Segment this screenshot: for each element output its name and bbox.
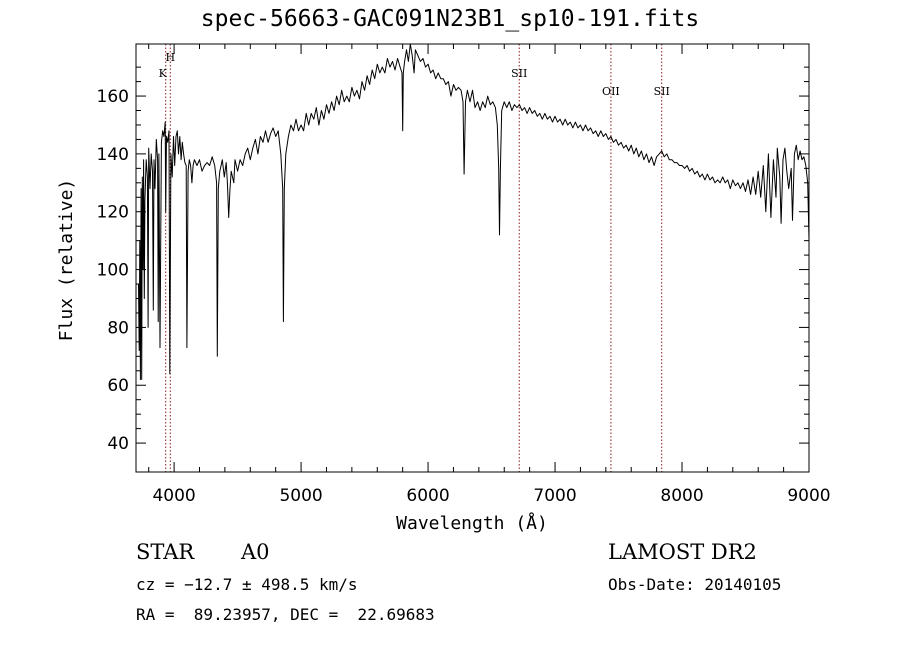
spectral-line-label: SII — [654, 85, 670, 98]
object-subclass: A0 — [241, 540, 270, 564]
y-tick-label: 100 — [97, 261, 129, 281]
spectral-line-markers — [165, 44, 663, 472]
x-tick-label: 5000 — [279, 486, 322, 506]
y-tick-labels: 40 60 80 100 120 140 160 — [97, 87, 129, 454]
y-tick-label: 80 — [107, 318, 129, 338]
spectrum-line — [138, 43, 810, 380]
plot-frame — [135, 43, 810, 473]
spectral-line-label: H — [165, 51, 175, 64]
y-tick-label: 60 — [107, 376, 129, 396]
y-tick-label: 120 — [97, 203, 129, 223]
axis-ticks — [136, 44, 810, 472]
spectral-line-labels: HK SII OII SII — [159, 51, 670, 98]
x-tick-label: 4000 — [152, 486, 195, 506]
survey-name: LAMOST DR2 — [608, 540, 757, 564]
spectral-line-label: K — [159, 67, 168, 80]
x-tick-labels: 4000 5000 6000 7000 8000 9000 — [152, 486, 830, 506]
x-tick-label: 8000 — [660, 486, 703, 506]
y-tick-label: 160 — [97, 87, 129, 107]
spectral-line-label: OII — [602, 85, 620, 98]
observation-date: Obs-Date: 20140105 — [608, 575, 782, 594]
x-tick-label: 7000 — [533, 486, 576, 506]
y-tick-label: 40 — [107, 434, 129, 454]
object-class: STAR — [136, 540, 195, 564]
y-tick-label: 140 — [97, 145, 129, 165]
coordinates: RA = 89.23957, DEC = 22.69683 — [136, 605, 435, 624]
x-axis-label: Wavelength (Å) — [396, 512, 548, 534]
y-axis-label: Flux (relative) — [56, 179, 77, 342]
x-tick-label: 6000 — [406, 486, 449, 506]
redshift-velocity: cz = −12.7 ± 498.5 km/s — [136, 575, 358, 594]
x-tick-label: 9000 — [787, 486, 830, 506]
chart-title: spec-56663-GAC091N23B1_sp10-191.fits — [200, 6, 700, 32]
spectral-line-label: SII — [511, 67, 527, 80]
